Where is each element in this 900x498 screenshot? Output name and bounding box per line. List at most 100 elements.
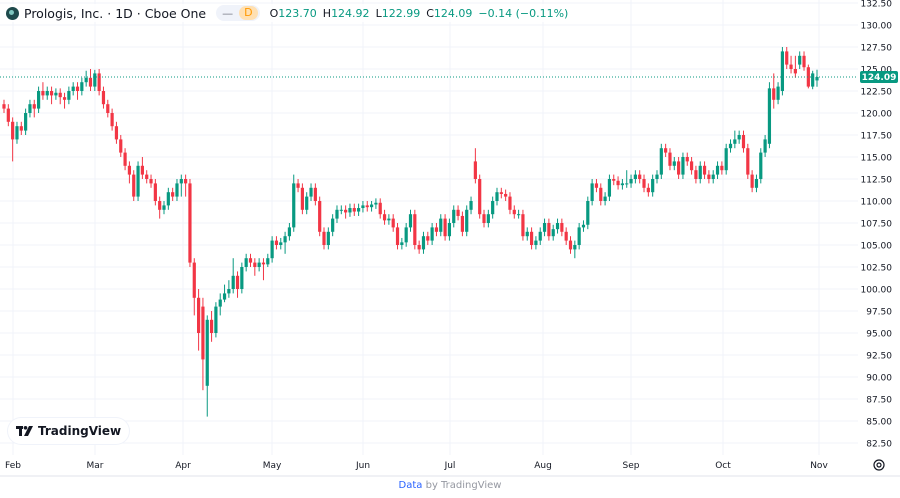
candle [681,152,685,179]
ohlc-high: H124.92 [323,7,370,20]
candle [737,130,741,144]
open-label: O [269,6,279,20]
candle-body [430,227,434,241]
candle [512,205,516,219]
candle-body [707,174,711,179]
candle [517,209,521,219]
candle [274,236,279,250]
price-tick-label: 100.00 [861,286,893,296]
month-label: Sep [623,461,640,471]
price-tick-label: 122.50 [861,88,893,98]
delayed-badge: D [239,6,258,20]
candle [382,209,387,225]
chart-legend: Prologis, Inc. · 1D · Cboe One — D O123.… [6,4,569,22]
candle [235,271,240,298]
candle-body [184,179,188,184]
footer-attribution: Data by TradingView [0,480,900,491]
candle [114,121,119,144]
candle [400,237,404,250]
candle [127,161,132,184]
candle-body [270,240,274,259]
candle-body [625,183,629,185]
candle [119,135,123,157]
candle-body [426,236,430,241]
candle-body [19,126,23,131]
price-axis[interactable]: 132.50 130.00 127.50 125.00 122.50 120.00 117.… [861,0,893,450]
candle-body [798,55,802,65]
candle-body [6,108,10,122]
candle [15,121,19,144]
candle-body [720,165,724,171]
candle-body [785,51,789,65]
price-tick-label: 90.00 [866,374,892,384]
candle [145,170,149,184]
candle-body [806,67,810,87]
price-tick-label: 85.00 [866,418,892,428]
candle-body [568,240,573,250]
month-label: Jun [355,461,370,471]
price-chart[interactable]: 132.50 130.00 127.50 125.00 122.50 120.00 117.… [0,0,900,478]
candle-body [287,227,292,237]
candle [698,161,702,184]
candle [197,289,201,351]
price-tick-label: 130.00 [861,22,893,32]
candle [179,174,183,197]
candle [408,209,413,232]
candle [166,187,170,210]
candle-body [114,126,119,140]
candle-body [214,306,218,333]
candle [240,262,244,294]
candle [361,201,365,213]
price-change: −0.14 (−0.11%) [478,6,569,20]
candle [521,209,525,241]
candle [395,223,400,250]
data-link[interactable]: Data [398,480,423,491]
candle [36,86,41,113]
candle-body [145,174,149,179]
candle-body [499,192,503,194]
candle-body [309,187,313,197]
candle [759,148,763,184]
candle-body [789,64,793,69]
candle [785,47,789,69]
candle-body [417,245,421,250]
candle-body [41,91,45,96]
symbol-title[interactable]: Prologis, Inc. · 1D · Cboe One [24,5,207,21]
candle [54,88,58,100]
candle-body [395,227,400,245]
candle [101,86,106,109]
candle [668,148,672,171]
time-axis[interactable]: Feb Mar Apr May Jun Jul Aug Sep Oct Nov [5,461,828,471]
candle [378,198,382,219]
candle-body [495,192,499,201]
candles [2,47,819,417]
candle [694,165,698,184]
candle-body [222,293,227,300]
candle-body [694,170,698,179]
candle [391,214,395,232]
candle [746,143,750,179]
candle-body [620,183,624,186]
candle [357,203,361,216]
market-status-pill[interactable]: — D [216,5,260,21]
candle-body [542,223,547,232]
candle-body [728,143,733,149]
candle [482,209,486,228]
settings-gear-icon[interactable] [873,459,885,471]
candle [322,227,326,250]
price-tick-label: 115.00 [861,154,893,164]
candle [348,203,352,217]
candle-body [538,231,542,241]
candle-body [357,208,361,212]
tradingview-watermark[interactable]: TradingView [8,418,130,444]
candle-body [97,73,101,91]
candle-body [58,92,62,98]
candle-body [296,183,300,188]
candle [123,148,127,171]
candle [28,99,32,118]
candle [110,108,114,131]
candle [413,209,417,250]
candle-body [257,262,261,267]
candle-body [460,215,464,232]
candle [612,174,616,186]
